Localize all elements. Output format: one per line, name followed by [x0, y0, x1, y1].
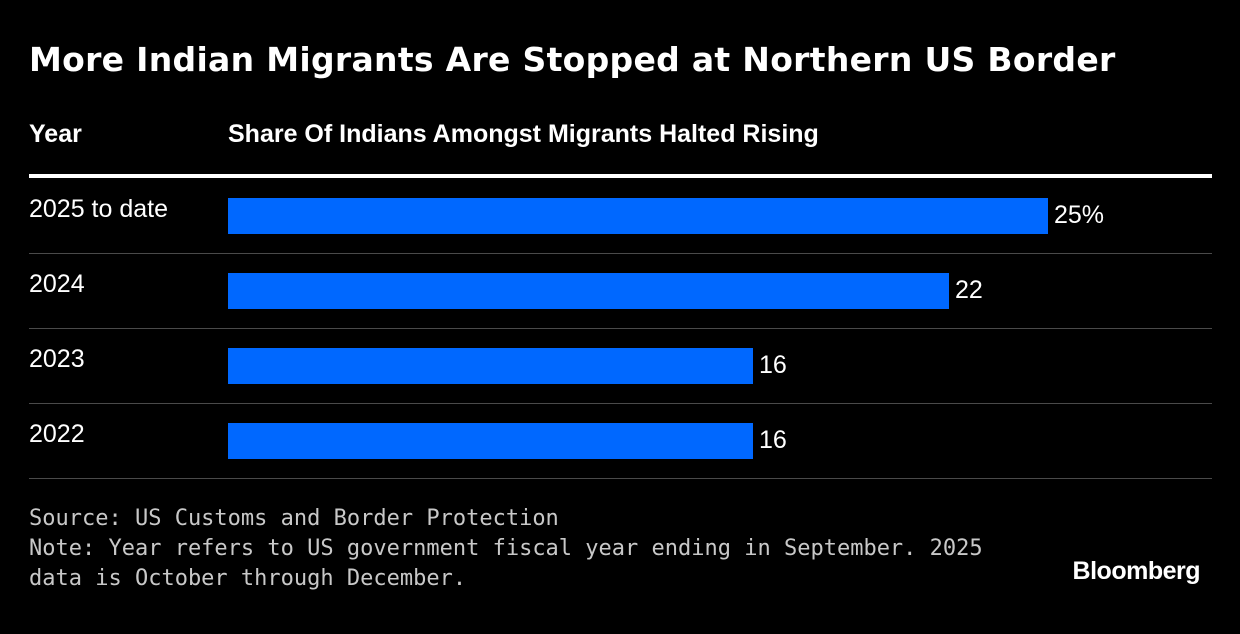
source-note: Source: US Customs and Border Protection	[29, 506, 559, 531]
row-divider	[29, 478, 1212, 479]
row-label: 2023	[29, 345, 85, 373]
row-label: 2025 to date	[29, 195, 169, 223]
row-divider	[29, 403, 1212, 404]
row-divider	[29, 328, 1212, 329]
bar	[228, 273, 949, 309]
column-header-year: Year	[29, 120, 82, 148]
data-label: 16	[759, 426, 787, 454]
row-divider	[29, 253, 1212, 254]
chart-title: More Indian Migrants Are Stopped at Nort…	[29, 40, 1116, 79]
bar	[228, 423, 753, 459]
data-note: Note: Year refers to US government fisca…	[29, 536, 996, 591]
data-label: 22	[955, 276, 983, 304]
chart-footer: Source: US Customs and Border Protection…	[29, 504, 989, 594]
row-label: 2024	[29, 270, 85, 298]
data-label: 16	[759, 351, 787, 379]
bloomberg-logo: Bloomberg	[1072, 557, 1201, 585]
header-rule	[29, 174, 1212, 178]
bar	[228, 198, 1048, 234]
column-header-share: Share Of Indians Amongst Migrants Halted…	[228, 120, 819, 148]
bar	[228, 348, 753, 384]
row-label: 2022	[29, 420, 85, 448]
data-label: 25%	[1054, 201, 1105, 229]
